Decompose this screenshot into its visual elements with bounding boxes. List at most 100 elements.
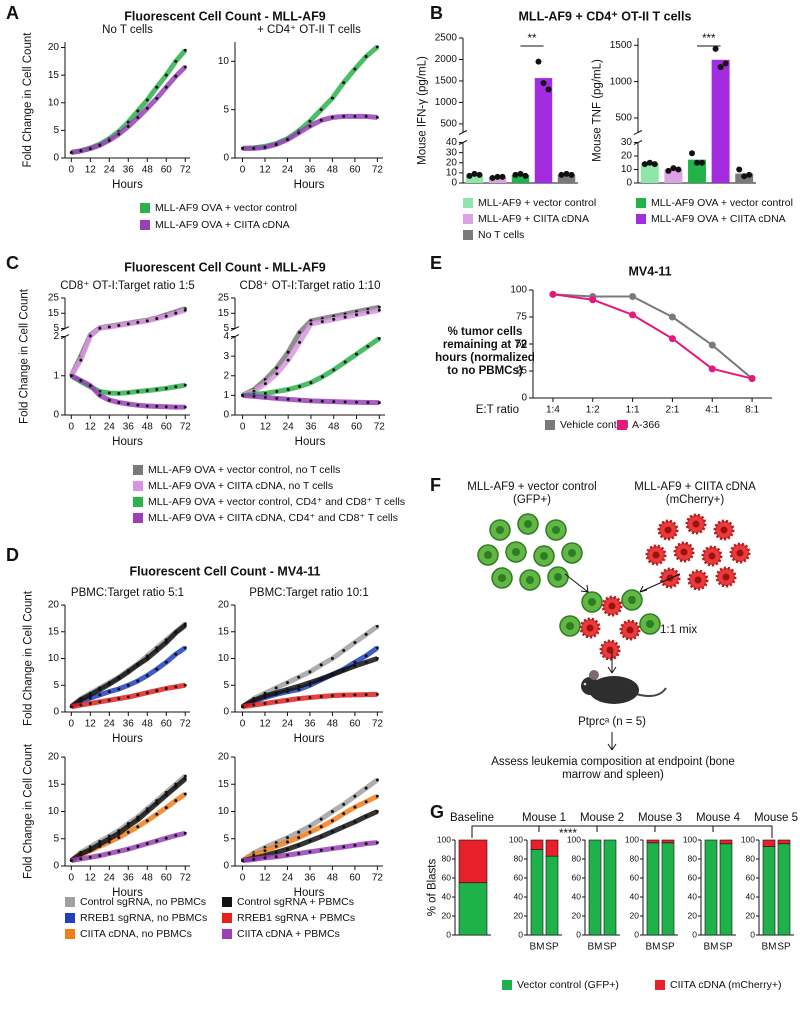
data-point [274,691,278,695]
data-point [375,810,379,813]
data-point [717,64,724,71]
data-point [712,45,719,52]
legend-label: RREB1 sgRNA, no PBMCs [80,912,207,924]
x-tick-label: 12 [259,873,271,884]
legend-swatch [140,203,150,213]
data-point [240,859,244,863]
data-point [164,806,168,810]
bar-segment [661,839,675,844]
data-point [309,322,313,326]
data-point [355,400,359,404]
panel-letter: B [430,3,443,23]
data-point [330,657,334,660]
legend-label: No T cells [478,229,524,241]
bar-segment [646,842,660,936]
legend-swatch [222,913,232,923]
data-point [375,778,379,782]
y-tick-label: 25 [516,366,528,377]
x-tick-label: 0 [240,422,246,433]
x-tick-label: 1:2 [586,405,600,416]
data-point [145,842,149,846]
group-label: Mouse 3 [638,812,682,824]
data-point [240,705,244,709]
data-point [364,114,368,118]
data-point [641,161,648,168]
chart-subtitle: CD8⁺ OT-I:Target ratio 1:5 [60,280,195,292]
data-point [274,700,278,704]
data-point [136,109,140,113]
data-point [126,125,130,129]
y-tick-label: 0 [576,929,581,939]
bar-segment [530,839,544,850]
data-point [748,375,756,383]
data-point [375,624,379,628]
x-tick-label: SP [603,942,617,953]
y-tick-label: 40 [446,137,458,148]
x-tick-label: 72 [372,873,384,884]
data-point [309,381,313,385]
data-point [126,402,130,406]
data-point [241,393,245,397]
data-point [117,849,121,853]
legend-label: MLL-AF9 OVA + CIITA cDNA [155,219,290,231]
data-point [375,646,379,650]
mouse-ear [589,670,599,680]
bar-segment [545,855,559,936]
data-point [741,173,748,180]
data-point [308,824,312,828]
data-point [274,855,278,859]
data-point [297,851,301,855]
cell-nucleus [498,574,506,582]
data-point [353,664,357,668]
mouse [581,670,667,704]
x-tick-label: 48 [327,165,339,176]
data-point [164,314,168,318]
y-axis-label-box: Fold Change in Cell Count [18,289,30,424]
data-point [107,138,111,142]
y-tick-label: 100 [510,285,527,296]
data-point [540,80,547,87]
y-axis-label: Mouse TNF (pg/mL) [591,59,604,162]
significance-bracket [471,825,773,838]
data-point [155,812,159,816]
chart-title: Fluorescent Cell Count - MLL-AF9 [124,260,325,274]
mouse-eye [583,682,587,686]
data-point [285,840,289,844]
bar [534,78,553,183]
data-point [308,839,312,843]
x-tick-label: 4:1 [705,405,719,416]
data-point [263,145,267,149]
cell-nucleus [736,549,744,557]
data-point [651,161,658,168]
data-point [117,400,121,404]
data-point [274,844,278,848]
y-tick-label: 0 [521,393,527,404]
x-tick-label: SP [661,942,675,953]
arrow [564,573,589,593]
cell-nucleus [526,576,534,584]
y-tick-label: 0 [451,178,457,189]
legend-label: Control sgRNA, no PBMCs [80,896,206,908]
data-point [285,836,289,840]
x-tick-label: 60 [351,422,363,433]
legend-label: MLL-AF9 OVA + vector control [155,202,297,214]
legend-swatch [502,980,512,990]
y-tick-label: 80 [688,853,698,863]
bar-segment [661,842,675,936]
x-tick-label: 60 [349,165,361,176]
cell-nucleus [720,526,728,534]
y-axis-label: % tumor cells remaining at 72 hours (nor… [435,325,535,378]
data-point [665,167,672,174]
data-point [174,833,178,837]
y-tick-label: 60 [514,872,524,882]
data-point [126,322,130,326]
data-point [275,372,279,376]
chart-title: MLL-AF9 + CD4⁺ OT-II T cells [519,9,692,23]
data-point [126,830,130,834]
cell-nucleus [626,626,634,634]
data-point [568,171,575,178]
data-point [342,114,346,118]
data-point [107,398,111,402]
data-point [183,48,187,52]
data-point [319,663,323,667]
